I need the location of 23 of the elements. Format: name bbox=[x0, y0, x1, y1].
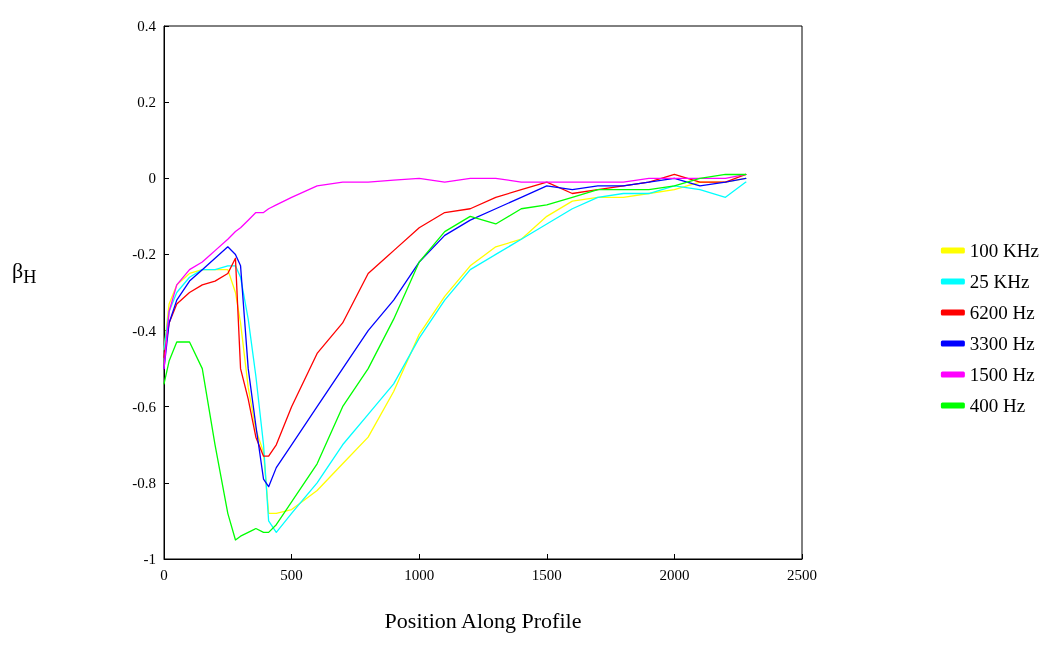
x-tick-label: 1000 bbox=[404, 566, 435, 583]
x-tick-label: 2500 bbox=[787, 566, 817, 583]
x-axis-title: Position Along Profile bbox=[384, 607, 582, 633]
y-tick-label: -0.2 bbox=[132, 246, 156, 263]
legend-label: 3300 Hz bbox=[969, 333, 1035, 354]
legend-label: 6200 Hz bbox=[969, 302, 1035, 323]
y-axis-title: β$_{H}$ bbox=[12, 258, 37, 288]
line-series bbox=[163, 173, 747, 370]
x-tick-label: 500 bbox=[280, 566, 303, 583]
y-tick-label: 0.4 bbox=[137, 18, 157, 34]
x-tick-label: 1500 bbox=[531, 566, 562, 583]
y-tick-label: 0 bbox=[148, 170, 156, 187]
x-tick-label: 0 bbox=[160, 566, 168, 583]
legend-label: 25 KHz bbox=[969, 271, 1030, 292]
y-tick-label: -0.8 bbox=[132, 474, 156, 491]
y-tick-label: -0.4 bbox=[132, 322, 157, 339]
y-tick-label: 0.2 bbox=[137, 94, 156, 111]
y-tick-label: -0.6 bbox=[132, 398, 157, 415]
legend-label: 400 Hz bbox=[969, 395, 1026, 416]
legend-label: 100 KHz bbox=[969, 240, 1040, 261]
legend-label: 1500 Hz bbox=[969, 364, 1035, 385]
y-tick-label: -1 bbox=[143, 551, 156, 567]
x-tick-label: 2000 bbox=[659, 566, 690, 583]
